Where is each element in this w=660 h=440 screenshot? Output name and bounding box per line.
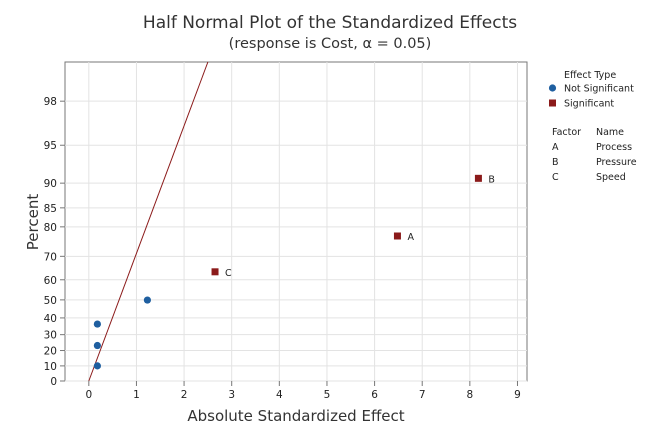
y-axis-ticks: 0 10 20 30 40 50 60 70 80 85 90 95 98 (44, 96, 65, 388)
factor-table-cell: Pressure (596, 157, 637, 168)
chart-title: Half Normal Plot of the Standardized Eff… (143, 13, 517, 33)
plot-area (64, 61, 528, 382)
data-points: C A B (93, 174, 495, 370)
reference-line-group (88, 61, 209, 382)
x-tick-label: 3 (228, 389, 235, 401)
x-tick-label: 6 (371, 389, 378, 401)
x-axis-title: Absolute Standardized Effect (187, 407, 404, 425)
y-tick-label: 30 (44, 330, 57, 342)
y-tick-label: 60 (44, 275, 57, 287)
x-tick-label: 9 (514, 389, 521, 401)
y-tick-label: 0 (50, 376, 57, 388)
factor-table-cell: A (552, 142, 559, 153)
not-significant-point (143, 296, 151, 304)
factor-table: Factor Name A Process B Pressure C Speed (552, 127, 637, 183)
reference-line (88, 61, 209, 382)
y-tick-label: 98 (44, 96, 57, 108)
x-tick-label: 5 (324, 389, 331, 401)
grid-lines (65, 62, 527, 382)
legend-entry-label: Not Significant (564, 84, 634, 95)
point-label: B (488, 174, 495, 185)
x-tick-label: 2 (181, 389, 188, 401)
x-axis-ticks: 0 1 2 3 4 5 6 7 8 9 (85, 381, 521, 401)
y-tick-label: 50 (44, 295, 57, 307)
x-tick-label: 8 (467, 389, 474, 401)
significant-point (393, 232, 401, 240)
not-significant-point (93, 362, 101, 370)
significant-point (211, 268, 219, 276)
legend: Effect Type Not Significant Significant (548, 70, 634, 110)
y-tick-label: 80 (44, 222, 57, 234)
y-axis-title: Percent (24, 194, 42, 251)
x-tick-label: 7 (419, 389, 426, 401)
not-significant-point (93, 320, 101, 328)
x-tick-label: 4 (276, 389, 283, 401)
chart-subtitle: (response is Cost, α = 0.05) (229, 36, 432, 52)
y-tick-label: 95 (44, 140, 57, 152)
factor-table-cell: Speed (596, 172, 626, 183)
legend-circle-marker (548, 84, 557, 92)
y-tick-label: 40 (44, 313, 57, 325)
legend-square-marker (549, 99, 556, 107)
not-significant-point (93, 341, 101, 350)
point-label: C (225, 268, 232, 279)
y-tick-label: 20 (44, 346, 57, 358)
factor-table-cell: B (552, 157, 559, 168)
y-tick-label: 10 (44, 361, 57, 373)
legend-entry-label: Significant (564, 99, 614, 110)
significant-point (474, 174, 482, 182)
factor-table-header: Factor (552, 127, 581, 138)
factor-table-header: Name (596, 127, 624, 138)
y-tick-label: 70 (44, 251, 57, 263)
factor-table-cell: Process (596, 142, 632, 153)
legend-title: Effect Type (564, 70, 616, 81)
x-tick-label: 1 (133, 389, 140, 401)
factor-table-cell: C (552, 172, 559, 183)
y-tick-label: 90 (44, 178, 57, 190)
point-label: A (407, 232, 414, 243)
x-tick-label: 0 (85, 389, 92, 401)
y-tick-label: 85 (44, 203, 57, 215)
